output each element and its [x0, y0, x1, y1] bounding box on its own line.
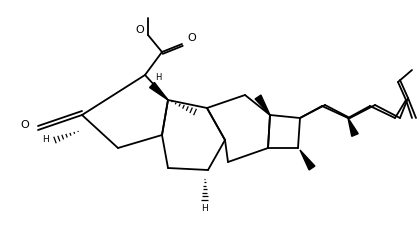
Text: O: O	[136, 25, 144, 35]
Polygon shape	[300, 150, 315, 170]
Text: O: O	[188, 33, 196, 43]
Text: H: H	[202, 203, 208, 212]
Polygon shape	[150, 82, 168, 100]
Polygon shape	[255, 95, 270, 115]
Text: H: H	[155, 73, 161, 83]
Polygon shape	[348, 118, 358, 136]
Text: H: H	[43, 136, 49, 145]
Text: O: O	[20, 120, 29, 130]
